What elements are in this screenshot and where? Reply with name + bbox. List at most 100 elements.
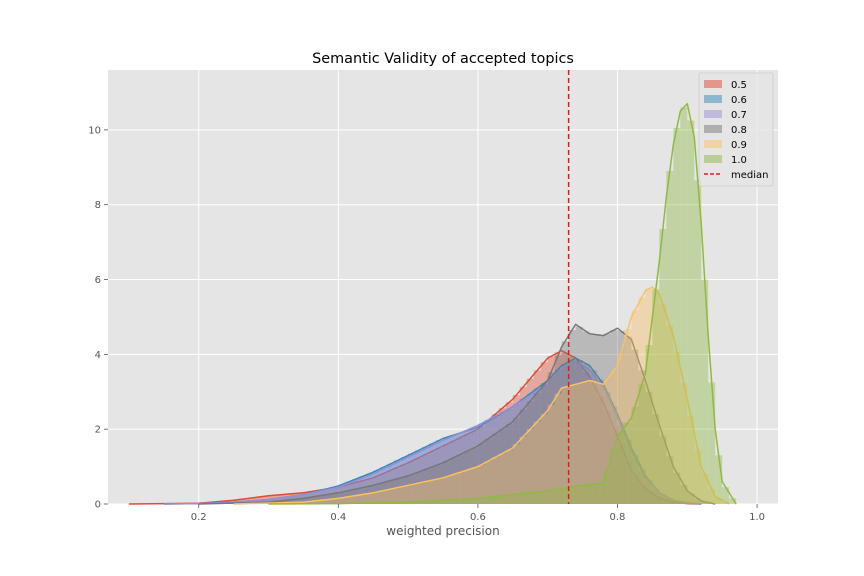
x-tick-label-4: 1.0: [749, 512, 765, 523]
hist-bar-1.0-48: [638, 384, 646, 504]
hist-bar-0.9-67: [708, 489, 716, 504]
hist-bar-0.6-23: [338, 484, 346, 504]
hist-bar-0.8-27: [394, 478, 402, 504]
hist-bar-0.7-57: [575, 363, 583, 504]
plot-background: [108, 70, 778, 504]
hist-bar-0.9-35: [484, 460, 492, 504]
hist-bar-0.5-56: [540, 362, 548, 504]
hist-bar-0.7-24: [345, 483, 353, 504]
hist-bar-0.7-22: [331, 487, 339, 504]
hist-bar-0.7-46: [498, 412, 506, 504]
hist-bar-0.6-25: [352, 479, 360, 504]
hist-bar-0.9-32: [463, 469, 471, 504]
hist-bar-0.6-33: [408, 453, 416, 504]
hist-bar-0.9-49: [582, 381, 590, 504]
kde-line-1.0: [268, 102, 737, 505]
hist-bar-0.8-60: [624, 336, 632, 504]
hist-bar-0.6-53: [547, 376, 555, 504]
hist-bar-0.6-30: [387, 463, 395, 504]
hist-bar-0.7-28: [373, 472, 381, 504]
hist-bar-0.7-67: [645, 481, 653, 504]
hist-bar-0.5-53: [519, 386, 527, 504]
hist-bar-0.8-63: [645, 391, 653, 504]
legend-swatch-0.6: [704, 95, 722, 103]
hist-bar-1.0-15: [408, 501, 416, 504]
hist-bar-0.8-37: [463, 451, 471, 504]
hist-bar-0.9-13: [331, 498, 339, 504]
series-0.9: [233, 286, 730, 505]
series-0.5: [128, 349, 702, 505]
hist-bar-0.9-54: [617, 353, 625, 504]
hist-bar-0.9-63: [680, 383, 688, 504]
hist-bar-1.0-27: [491, 496, 499, 504]
hist-bar-0.5-31: [366, 478, 374, 504]
hist-bar-0.5-18: [275, 494, 283, 504]
hist-bar-1.0-21: [449, 499, 457, 504]
hist-bar-0.7-20: [317, 490, 325, 504]
hist-bar-0.5-43: [449, 440, 457, 504]
hist-bar-0.5-71: [645, 491, 653, 504]
hist-bar-0.7-52: [540, 386, 548, 504]
hist-bar-0.9-36: [491, 457, 499, 504]
hist-bar-0.9-19: [373, 492, 381, 504]
hist-bar-0.9-40: [519, 436, 527, 504]
hist-bar-0.5-25: [324, 488, 332, 504]
hist-bar-1.0-51: [659, 229, 667, 505]
hist-bar-0.9-11: [317, 500, 325, 504]
chart-title: Semantic Validity of accepted topics: [312, 51, 574, 67]
hist-bar-0.8-21: [352, 489, 360, 504]
hist-bar-0.7-32: [401, 458, 409, 504]
hist-bar-0.5-33: [380, 473, 388, 504]
hist-bar-1.0-49: [645, 344, 653, 504]
hist-bar-1.0-20: [443, 500, 450, 504]
hist-bar-1.0-35: [547, 490, 555, 504]
hist-bar-0.5-70: [638, 484, 646, 504]
x-axis-label: weighted precision: [386, 524, 499, 538]
hist-bar-0.6-64: [624, 439, 632, 504]
hist-bar-0.9-12: [324, 499, 332, 504]
hist-bar-0.7-66: [638, 471, 646, 504]
hist-bar-0.6-49: [519, 398, 527, 504]
hist-bar-0.8-39: [477, 443, 485, 504]
hist-bar-0.8-71: [701, 501, 709, 504]
hist-bar-0.8-67: [673, 472, 681, 504]
hist-bar-0.6-37: [436, 440, 443, 504]
hist-bar-0.7-58: [582, 367, 590, 504]
hist-bar-0.6-63: [617, 422, 625, 504]
hist-bar-0.8-36: [456, 454, 464, 504]
hist-bar-0.9-48: [575, 383, 583, 504]
hist-bar-0.7-27: [366, 475, 374, 504]
hist-bar-1.0-24: [470, 498, 478, 504]
hist-bar-0.5-23: [310, 491, 318, 504]
series-0.8: [198, 323, 716, 505]
x-tick-label-0: 0.2: [191, 512, 207, 523]
hist-bar-0.9-46: [561, 387, 569, 504]
hist-bar-0.9-17: [359, 494, 367, 504]
legend-swatch-0.9: [704, 140, 722, 148]
hist-bar-0.9-42: [533, 421, 541, 504]
hist-bar-0.5-50: [498, 408, 506, 504]
legend-swatch-0.8: [704, 125, 722, 133]
hist-bar-0.7-55: [561, 367, 569, 504]
hist-bar-0.8-52: [568, 330, 576, 504]
hist-bar-0.7-50: [526, 395, 534, 504]
hist-bar-0.7-59: [589, 373, 597, 504]
hist-bar-0.7-17: [296, 495, 304, 504]
series-1.0: [268, 102, 737, 505]
x-tick-label-1: 0.4: [330, 512, 346, 523]
hist-bar-0.7-21: [324, 489, 332, 504]
legend-swatch-0.7: [704, 110, 722, 118]
legend-label-0.5: 0.5: [731, 80, 747, 91]
hist-bar-0.7-48: [512, 404, 520, 504]
hist-bar-0.8-56: [596, 335, 604, 504]
hist-bar-0.8-50: [554, 355, 562, 504]
hist-bar-0.9-45: [554, 393, 562, 504]
hist-bar-0.8-61: [631, 349, 639, 504]
hist-bar-0.8-58: [610, 330, 618, 504]
hist-bar-1.0-18: [429, 500, 437, 504]
hist-bar-0.9-18: [366, 493, 374, 504]
hist-bar-0.5-19: [282, 494, 290, 504]
hist-bar-0.5-29: [352, 482, 360, 504]
hist-bar-0.7-64: [624, 443, 632, 504]
hist-bar-0.9-59: [652, 290, 660, 504]
